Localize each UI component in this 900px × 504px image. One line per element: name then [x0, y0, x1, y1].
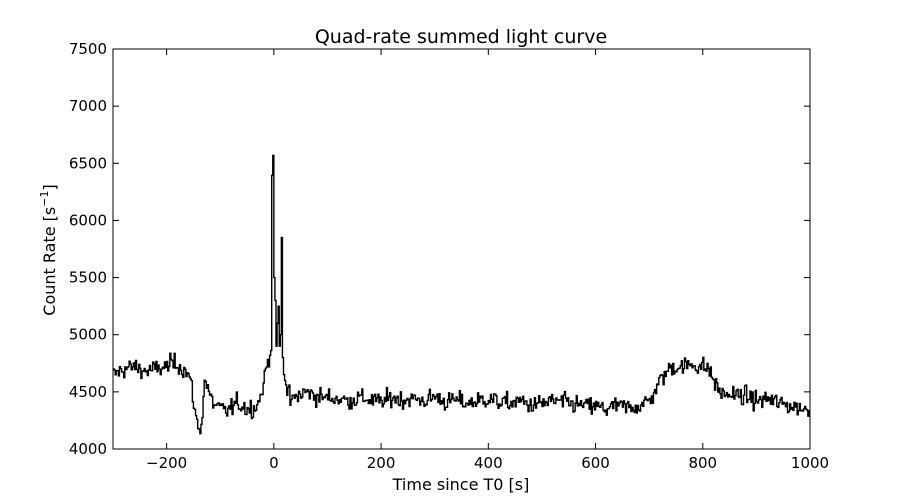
series-line-0 [113, 154, 810, 435]
y-tick-label: 6500 [69, 154, 107, 172]
y-axis-label-main: Count Rate [s [40, 207, 59, 316]
x-tick-label: 600 [581, 454, 610, 472]
y-axis-label: Count Rate [s−1] [38, 184, 59, 315]
y-tick-label: 6000 [69, 211, 107, 229]
chart-title: Quad-rate summed light curve [315, 26, 607, 48]
y-tick-label: 5000 [69, 326, 107, 344]
x-tick-label: 200 [367, 454, 396, 472]
y-tick-label: 4000 [69, 440, 107, 458]
x-tick-label: 800 [688, 454, 717, 472]
x-tick-label: −200 [146, 454, 187, 472]
y-axis-label-exponent: −1 [38, 191, 51, 207]
plot-frame [112, 48, 811, 450]
y-tick-label: 7000 [69, 97, 107, 115]
y-tick-label: 7500 [69, 40, 107, 58]
plot-area: −200 0 200 400 600 800 1000 4000 4500 5000 5500 600… [69, 40, 829, 472]
x-tick-label: 0 [269, 454, 279, 472]
y-tick-label: 4500 [69, 383, 107, 401]
y-axis-label-close: ] [40, 184, 59, 190]
x-tick-label: 1000 [791, 454, 829, 472]
y-tick-label: 5500 [69, 269, 107, 287]
x-axis-label: Time since T0 [s] [392, 475, 530, 494]
x-tick-label: 400 [474, 454, 503, 472]
